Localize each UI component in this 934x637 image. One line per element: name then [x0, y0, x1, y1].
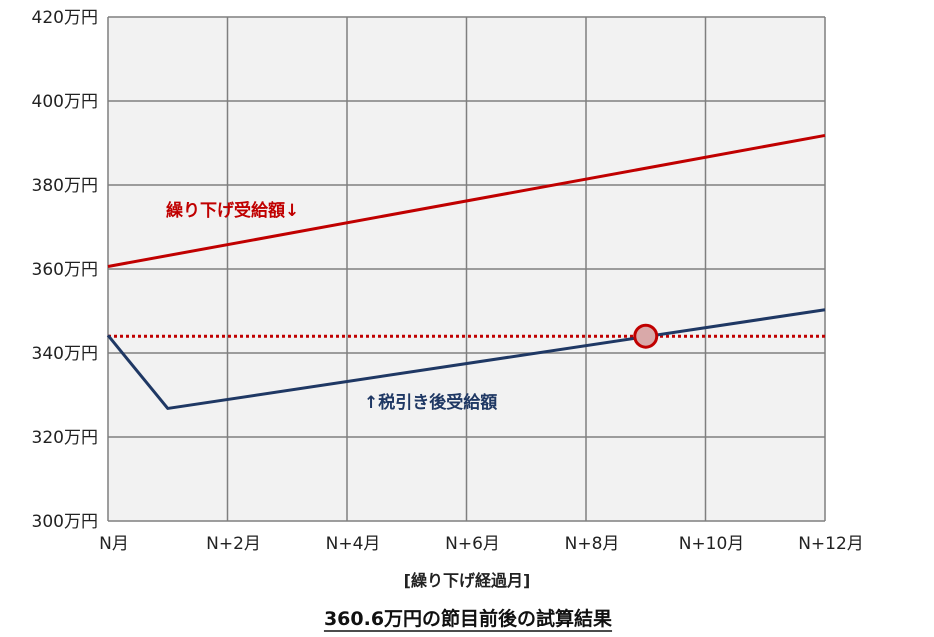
- x-tick-label: N+12月: [798, 534, 864, 554]
- y-tick-label: 360万円: [32, 260, 98, 280]
- x-axis-title: [繰り下げ経過月]: [404, 571, 531, 590]
- y-axis: 300万円 320万円 340万円 360万円 380万円 400万円 420万円: [32, 8, 98, 532]
- x-tick-label: N+8月: [565, 534, 620, 554]
- x-tick-label: N+6月: [445, 534, 500, 554]
- grid: [107, 16, 826, 522]
- x-tick-label: N+10月: [679, 534, 745, 554]
- y-tick-label: 400万円: [32, 92, 98, 112]
- series-line-deferred: [107, 133, 826, 268]
- series-group: [106, 133, 826, 410]
- x-axis: N月 N+2月 N+4月 N+6月 N+8月 N+10月 N+12月: [99, 534, 864, 554]
- annotation-red-series: 繰り下げ受給額↓: [166, 200, 299, 221]
- x-tick-label: N+2月: [206, 534, 261, 554]
- intersection-marker: [633, 323, 659, 349]
- y-tick-label: 300万円: [32, 512, 98, 532]
- x-tick-label: N月: [99, 534, 129, 554]
- chart-caption: 360.6万円の節目前後の試算結果: [324, 607, 612, 630]
- y-tick-label: 340万円: [32, 344, 98, 364]
- y-tick-label: 420万円: [32, 8, 98, 28]
- y-tick-label: 380万円: [32, 176, 98, 196]
- annotation-blue-series: ↑税引き後受給額: [364, 392, 497, 413]
- y-tick-label: 320万円: [32, 428, 98, 448]
- x-tick-label: N+4月: [326, 534, 381, 554]
- series-line-after-tax: [106, 308, 826, 410]
